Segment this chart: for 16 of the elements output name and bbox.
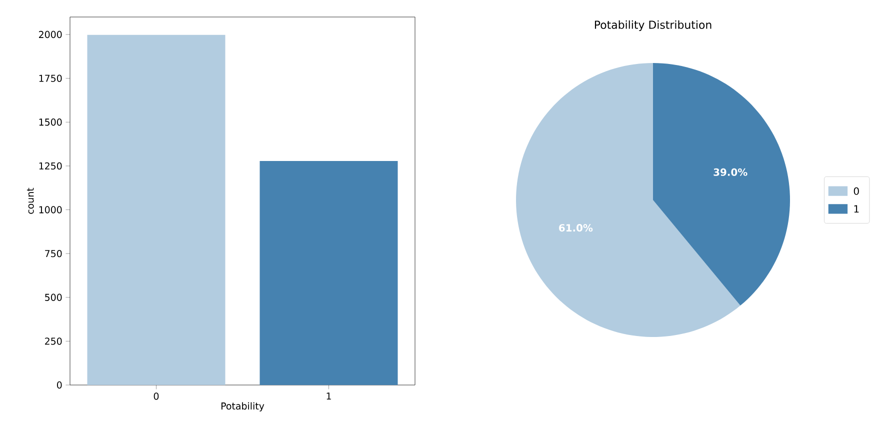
chart-title: Potability Distribution: [594, 20, 712, 32]
y-tick-label: 2000: [38, 30, 62, 38]
x-axis-title: Potability: [221, 402, 264, 412]
legend-label: 1: [854, 205, 859, 213]
y-tick-label: 500: [45, 294, 62, 301]
data-label: 39.0%: [714, 168, 748, 176]
data-label: 61.0%: [559, 224, 593, 232]
y-tick-label: 750: [45, 250, 62, 258]
legend-label: 0: [854, 187, 859, 195]
y-axis-title: count: [27, 188, 34, 214]
y-tick-label: 1500: [39, 118, 62, 126]
y-tick-label: 250: [45, 338, 62, 345]
y-tick-label: 1250: [39, 162, 62, 170]
y-tick-label: 1000: [39, 206, 62, 214]
y-tick-label: 0: [56, 381, 62, 389]
y-tick-label: 1750: [39, 74, 62, 82]
